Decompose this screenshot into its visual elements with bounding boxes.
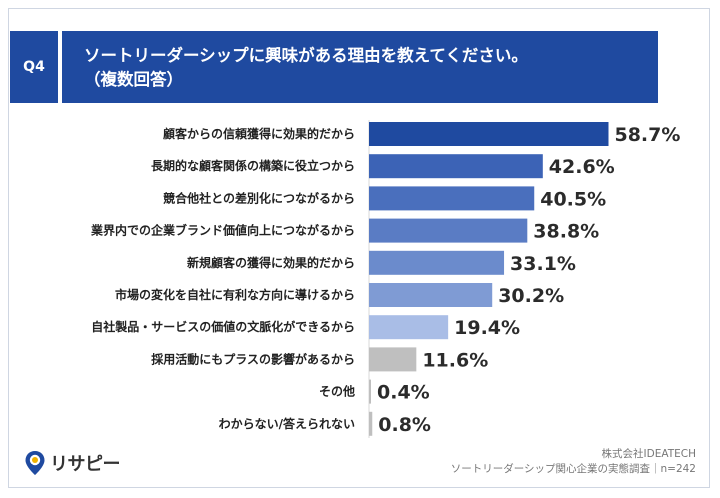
bar: [369, 347, 417, 372]
bar: [369, 411, 373, 436]
value-label: 40.5%: [540, 188, 606, 210]
brand-name: リサピー: [50, 454, 121, 475]
category-label: 自社製品・サービスの価値の文脈化ができるから: [91, 319, 355, 334]
value-label: 38.8%: [533, 221, 599, 243]
category-label: 競合他社との差別化につながるから: [163, 190, 355, 205]
category-label: 業界内での企業ブランド価値向上につながるから: [90, 223, 355, 238]
value-label: 19.4%: [454, 317, 520, 339]
category-label: 採用活動にもプラスの影響があるから: [151, 351, 355, 366]
map-pin-icon: [25, 451, 45, 475]
value-label: 0.4%: [377, 382, 430, 404]
bar: [369, 315, 449, 340]
bar: [369, 250, 505, 275]
value-label: 42.6%: [549, 156, 615, 178]
category-label: 長期的な顧客関係の構築に役立つから: [151, 158, 355, 173]
bar: [369, 154, 543, 179]
bar: [369, 283, 493, 307]
brand-logo: リサピー: [24, 448, 121, 478]
category-label: 顧客からの信頼獲得に効果的だから: [163, 126, 355, 141]
value-label: 11.6%: [422, 349, 488, 371]
bar: [369, 379, 371, 404]
question-title: ソートリーダーシップに興味がある理由を教えてください。 （複数回答）: [62, 31, 658, 103]
value-label: 58.7%: [614, 124, 680, 146]
category-label: わからない/答えられない: [219, 416, 355, 431]
bar: [369, 122, 609, 146]
value-label: 0.8%: [378, 414, 431, 436]
category-label: その他: [319, 384, 355, 399]
category-label: 新規顧客の獲得に効果的だから: [187, 255, 355, 270]
source-note: 株式会社IDEATECH ソートリーダーシップ関心企業の実態調査｜n=242: [451, 447, 696, 477]
question-title-line1: ソートリーダーシップに興味がある理由を教えてください。: [84, 46, 528, 65]
question-badge: Q4: [10, 31, 58, 103]
source-survey: ソートリーダーシップ関心企業の実態調査｜n=242: [450, 463, 696, 475]
category-label: 市場の変化を自社に有利な方向に導けるから: [115, 287, 355, 302]
source-company: 株式会社IDEATECH: [601, 448, 696, 460]
bar: [369, 218, 528, 243]
value-label: 30.2%: [498, 285, 564, 307]
question-title-line2: （複数回答）: [84, 70, 183, 89]
value-label: 33.1%: [510, 253, 576, 275]
bar: [369, 186, 535, 211]
